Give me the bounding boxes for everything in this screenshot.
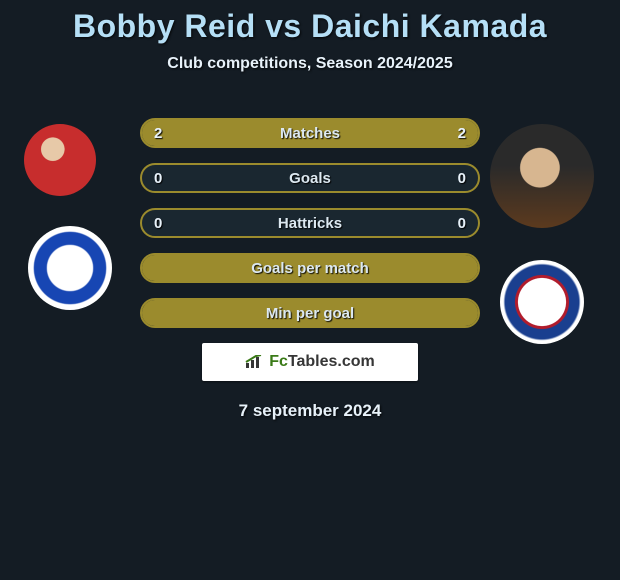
subtitle-wrap: Club competitions, Season 2024/2025 bbox=[0, 55, 620, 73]
brand-suffix: Tables.com bbox=[288, 353, 375, 370]
stat-value-right: 0 bbox=[458, 170, 466, 187]
stat-fill-right bbox=[310, 120, 478, 146]
title-wrap: Bobby Reid vs Daichi Kamada bbox=[0, 0, 620, 45]
date-wrap: 7 september 2024 bbox=[140, 401, 480, 421]
club-left-crest bbox=[28, 226, 112, 310]
club-right-crest bbox=[500, 260, 584, 344]
stat-fill-right bbox=[310, 300, 478, 326]
page-title: Bobby Reid vs Daichi Kamada bbox=[73, 8, 547, 44]
stat-value-right: 0 bbox=[458, 215, 466, 232]
club-left-badge bbox=[28, 226, 112, 310]
brand-prefix: Fc bbox=[269, 353, 288, 370]
stat-row: Min per goal bbox=[140, 298, 480, 328]
stat-row: 0 0Hattricks bbox=[140, 208, 480, 238]
stat-value-left: 0 bbox=[154, 215, 162, 232]
stat-value-right: 2 bbox=[458, 125, 466, 142]
brand-text: FcTables.com bbox=[269, 353, 375, 371]
stat-row: 22Matches bbox=[140, 118, 480, 148]
player-left-photo bbox=[24, 124, 96, 196]
player-left-avatar bbox=[24, 124, 96, 196]
stat-value-left: 0 bbox=[154, 170, 162, 187]
stat-label: Goals bbox=[142, 170, 478, 187]
date-text: 7 september 2024 bbox=[239, 401, 382, 420]
stat-row: Goals per match bbox=[140, 253, 480, 283]
stat-fill-left bbox=[142, 120, 310, 146]
brand-box: FcTables.com bbox=[202, 343, 418, 381]
page-subtitle: Club competitions, Season 2024/2025 bbox=[167, 55, 452, 72]
stat-fill-right bbox=[310, 255, 478, 281]
stat-fill-left bbox=[142, 255, 310, 281]
stat-fill-left bbox=[142, 300, 310, 326]
player-right-photo bbox=[490, 124, 594, 228]
stats-column: 22Matches00Goals00HattricksGoals per mat… bbox=[140, 118, 480, 421]
stat-label: Hattricks bbox=[142, 215, 478, 232]
club-right-badge bbox=[500, 260, 584, 344]
stat-row: 0 0Goals bbox=[140, 163, 480, 193]
player-right-avatar bbox=[490, 124, 594, 228]
chart-icon bbox=[245, 355, 263, 369]
stat-value-left: 2 bbox=[154, 125, 162, 142]
comparison-card: Bobby Reid vs Daichi Kamada Club competi… bbox=[0, 0, 620, 580]
